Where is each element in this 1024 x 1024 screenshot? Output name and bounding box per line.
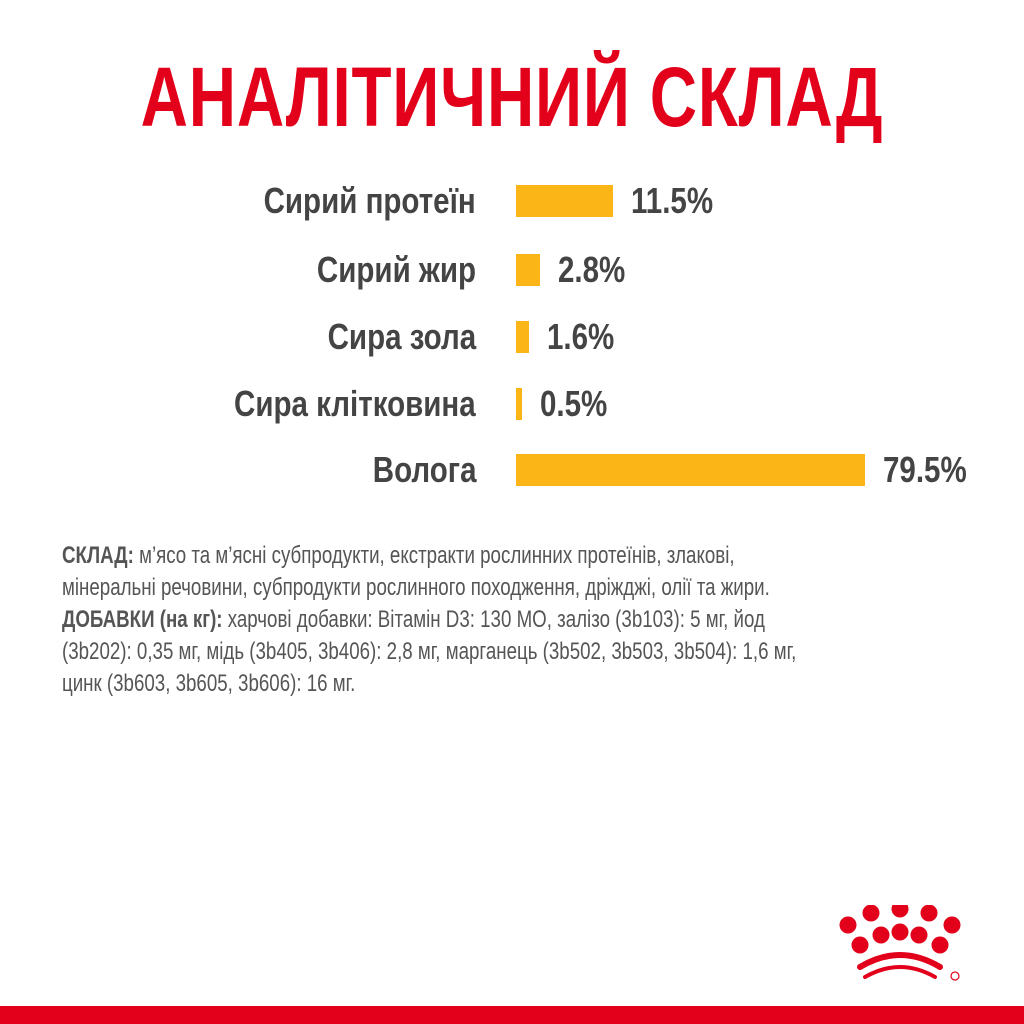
bar — [516, 454, 865, 486]
bar — [516, 321, 529, 353]
category-label: Сирий протеїн — [263, 180, 476, 221]
bar — [516, 185, 613, 217]
composition-text: м’ясо та м’ясні субпродукти, екстракти р… — [133, 542, 735, 569]
chart-title: АНАЛІТИЧНИЙ СКЛАД — [140, 50, 884, 144]
bar — [516, 254, 540, 286]
value-label: 1.6% — [547, 316, 615, 357]
category-label: Волога — [372, 449, 476, 490]
chart-row: Сира зола 1.6% — [0, 317, 1024, 357]
brand-band — [0, 1006, 1024, 1024]
composition-label: СКЛАД: — [62, 542, 134, 569]
additives-label: ДОБАВКИ (на кг): — [62, 606, 223, 633]
chart-row: Волога 79.5% — [0, 450, 1024, 490]
value-label: 11.5% — [631, 180, 714, 221]
chart-row: Сира клітковина 0.5% — [0, 384, 1024, 424]
value-label: 0.5% — [540, 383, 608, 424]
chart-row: Сирий протеїн 11.5% — [0, 181, 1024, 221]
chart-row: Сирий жир 2.8% — [0, 250, 1024, 290]
additives-text-3: цинк (3b603, 3b605, 3b606): 16 мг. — [62, 670, 356, 697]
category-label: Сира клітковина — [234, 383, 476, 424]
category-label: Сирий жир — [316, 249, 476, 290]
additives-text: харчові добавки: Вітамін D3: 130 МО, зал… — [222, 606, 765, 633]
ingredients-text: СКЛАД: м’ясо та м’ясні субпродукти, екст… — [62, 540, 998, 700]
additives-text-2: (3b202): 0,35 мг, мідь (3b405, 3b406): 2… — [62, 638, 797, 665]
value-label: 2.8% — [558, 249, 626, 290]
royal-canin-crown-icon — [839, 905, 961, 981]
bar — [516, 388, 522, 420]
composition-text-2: мінеральні речовини, субпродукти рослинн… — [62, 574, 770, 601]
value-label: 79.5% — [883, 449, 967, 490]
category-label: Сира зола — [327, 316, 476, 357]
